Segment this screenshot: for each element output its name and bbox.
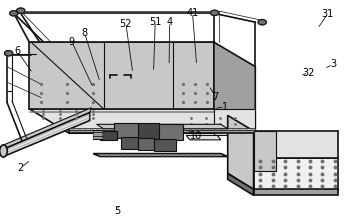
Text: 51: 51 xyxy=(149,17,161,27)
Polygon shape xyxy=(69,130,255,133)
Text: 2: 2 xyxy=(18,163,24,173)
Text: 10: 10 xyxy=(190,131,202,141)
Polygon shape xyxy=(228,115,254,190)
Text: 3: 3 xyxy=(330,59,336,69)
Polygon shape xyxy=(228,174,254,195)
Polygon shape xyxy=(186,135,221,140)
Polygon shape xyxy=(254,131,338,158)
Polygon shape xyxy=(100,131,117,140)
Polygon shape xyxy=(93,130,102,139)
Text: 6: 6 xyxy=(14,46,20,56)
Ellipse shape xyxy=(0,145,7,157)
Circle shape xyxy=(17,8,25,13)
Polygon shape xyxy=(93,154,228,157)
Polygon shape xyxy=(159,124,183,140)
Text: 52: 52 xyxy=(120,19,132,29)
Polygon shape xyxy=(214,109,255,135)
Polygon shape xyxy=(29,109,255,133)
Polygon shape xyxy=(214,42,255,133)
Polygon shape xyxy=(254,158,338,190)
Text: 8: 8 xyxy=(81,28,88,38)
Polygon shape xyxy=(254,189,338,195)
Text: 41: 41 xyxy=(186,8,199,18)
Circle shape xyxy=(10,11,18,16)
Polygon shape xyxy=(254,131,276,171)
Polygon shape xyxy=(3,108,91,149)
Polygon shape xyxy=(138,138,154,150)
Circle shape xyxy=(258,20,266,25)
Text: 32: 32 xyxy=(303,68,315,78)
Polygon shape xyxy=(97,124,228,129)
Text: 5: 5 xyxy=(114,206,120,216)
Text: 4: 4 xyxy=(167,17,173,27)
Polygon shape xyxy=(3,113,90,157)
Text: 31: 31 xyxy=(322,9,334,19)
Polygon shape xyxy=(69,128,255,130)
Polygon shape xyxy=(29,42,214,109)
Text: 7: 7 xyxy=(213,91,219,102)
Polygon shape xyxy=(154,139,176,151)
Text: 9: 9 xyxy=(69,37,75,47)
Circle shape xyxy=(4,51,13,56)
Circle shape xyxy=(210,10,219,16)
Text: 1: 1 xyxy=(222,101,228,112)
Polygon shape xyxy=(114,123,138,138)
Polygon shape xyxy=(138,123,159,139)
Polygon shape xyxy=(121,137,138,149)
